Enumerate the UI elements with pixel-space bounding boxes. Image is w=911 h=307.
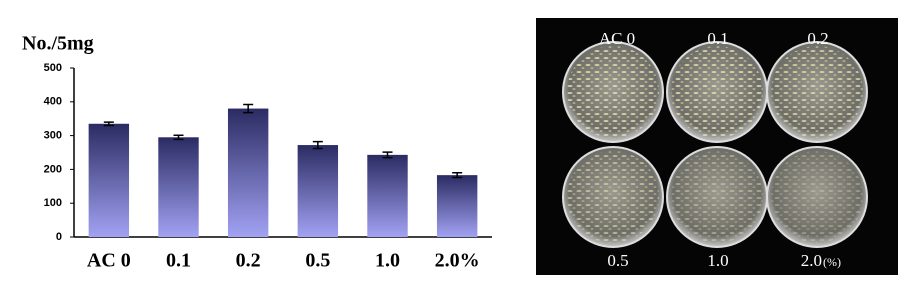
photo-label: 0.1	[707, 29, 728, 48]
error-bar	[173, 134, 184, 141]
seeds	[771, 151, 863, 243]
photo-label: 0.2	[807, 29, 828, 48]
bar	[158, 137, 199, 237]
seeds	[567, 151, 659, 243]
bar	[367, 154, 408, 237]
bar	[297, 145, 339, 237]
x-tick-label: 0.1	[166, 250, 191, 272]
x-tick-label: 0.2	[236, 250, 261, 272]
seeds	[567, 46, 659, 138]
x-tick-label: 0.5	[305, 250, 330, 272]
photo-label: 2.0	[801, 251, 822, 270]
y-tick-label: 500	[44, 62, 62, 74]
error-bar	[312, 140, 323, 150]
bar	[227, 108, 269, 237]
photo-label: AC 0	[599, 29, 635, 48]
y-axis-label: No./5mg	[22, 33, 94, 55]
photo: AC 0 0.1 0.2 0.5 1.0 2.0 (%)	[536, 18, 898, 275]
bar	[436, 175, 478, 237]
y-tick-label: 400	[44, 96, 62, 108]
x-tick-label: 2.0%	[435, 250, 480, 272]
error-bar	[103, 121, 114, 127]
x-tick-label: 1.0	[375, 250, 400, 272]
y-tick-label: 300	[44, 130, 62, 142]
seeds	[671, 151, 763, 243]
error-bar	[382, 151, 393, 159]
error-bar	[243, 103, 254, 114]
dishes	[562, 41, 868, 248]
error-bar	[452, 172, 463, 179]
y-tick-label: 200	[44, 163, 62, 175]
photo-label: 0.5	[607, 251, 628, 270]
x-tick-label: AC 0	[87, 250, 131, 272]
photo-unit-label: (%)	[823, 255, 841, 269]
y-tick-label: 0	[56, 231, 62, 243]
seeds	[771, 46, 863, 138]
seeds	[671, 46, 763, 138]
bar	[88, 123, 130, 237]
y-tick-label: 100	[44, 197, 62, 209]
photo-label: 1.0	[707, 251, 728, 270]
